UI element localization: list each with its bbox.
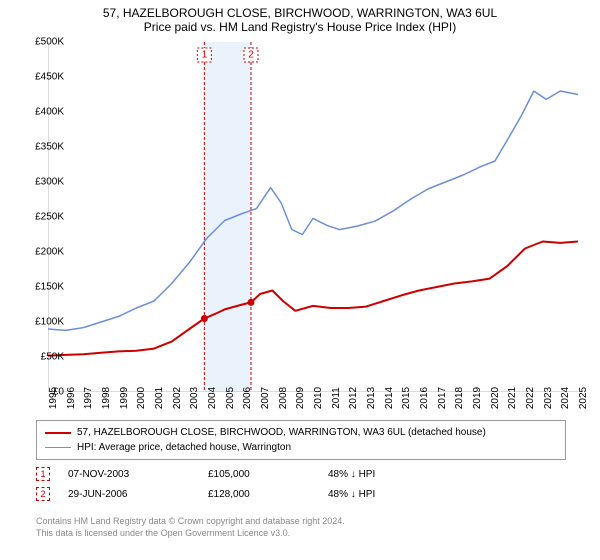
legend: 57, HAZELBOROUGH CLOSE, BIRCHWOOD, WARRI…	[36, 420, 566, 460]
x-tick-label: 2015	[401, 387, 412, 409]
legend-row: HPI: Average price, detached house, Warr…	[45, 440, 557, 455]
y-tick-label: £450K	[35, 72, 64, 83]
x-tick-label: 2002	[172, 387, 183, 409]
x-tick-label: 2019	[472, 387, 483, 409]
x-tick-label: 2017	[437, 387, 448, 409]
x-tick-label: 1995	[48, 387, 59, 409]
svg-text:2: 2	[248, 50, 254, 61]
x-tick-label: 2001	[154, 387, 165, 409]
x-tick-label: 2025	[578, 387, 589, 409]
y-tick-label: £150K	[35, 282, 64, 293]
transaction-table: 1 07-NOV-2003 £105,000 48% ↓ HPI 2 29-JU…	[36, 464, 566, 504]
x-tick-label: 2022	[525, 387, 536, 409]
tx-price: £105,000	[208, 469, 328, 480]
x-tick-label: 2020	[490, 387, 501, 409]
x-tick-label: 2012	[348, 387, 359, 409]
x-tick-label: 2005	[225, 387, 236, 409]
x-tick-label: 2000	[136, 387, 147, 409]
legend-swatch-price	[45, 432, 71, 434]
tx-date: 29-JUN-2006	[68, 489, 208, 500]
x-tick-label: 1997	[83, 387, 94, 409]
tx-date: 07-NOV-2003	[68, 469, 208, 480]
tx-marker-icon: 2	[36, 487, 50, 501]
x-tick-label: 2024	[560, 387, 571, 409]
x-tick-label: 2018	[454, 387, 465, 409]
x-tick-label: 2013	[366, 387, 377, 409]
svg-text:1: 1	[202, 50, 208, 61]
x-tick-label: 2023	[543, 387, 554, 409]
x-tick-label: 2003	[189, 387, 200, 409]
table-row: 2 29-JUN-2006 £128,000 48% ↓ HPI	[36, 484, 566, 504]
tx-price: £128,000	[208, 489, 328, 500]
y-tick-label: £250K	[35, 212, 64, 223]
x-tick-label: 2008	[278, 387, 289, 409]
y-tick-label: £400K	[35, 107, 64, 118]
y-tick-label: £350K	[35, 142, 64, 153]
legend-label: 57, HAZELBOROUGH CLOSE, BIRCHWOOD, WARRI…	[77, 425, 486, 440]
y-tick-label: £200K	[35, 247, 64, 258]
legend-label: HPI: Average price, detached house, Warr…	[77, 440, 291, 455]
footer-line: This data is licensed under the Open Gov…	[36, 528, 566, 540]
footer-line: Contains HM Land Registry data © Crown c…	[36, 516, 566, 528]
y-tick-label: £100K	[35, 317, 64, 328]
x-tick-label: 2004	[207, 387, 218, 409]
x-tick-label: 2014	[384, 387, 395, 409]
footer-attribution: Contains HM Land Registry data © Crown c…	[36, 516, 566, 539]
x-tick-label: 2016	[419, 387, 430, 409]
y-tick-label: £300K	[35, 177, 64, 188]
x-tick-label: 1998	[101, 387, 112, 409]
chart-title: 57, HAZELBOROUGH CLOSE, BIRCHWOOD, WARRI…	[0, 0, 600, 36]
x-tick-label: 2009	[295, 387, 306, 409]
chart-area: 12	[48, 42, 578, 392]
tx-marker-icon: 1	[36, 467, 50, 481]
legend-swatch-hpi	[45, 447, 71, 448]
x-tick-label: 2011	[331, 387, 342, 409]
title-line1: 57, HAZELBOROUGH CLOSE, BIRCHWOOD, WARRI…	[10, 6, 590, 20]
chart-svg: 12	[48, 42, 578, 392]
tx-delta: 48% ↓ HPI	[328, 489, 448, 500]
title-line2: Price paid vs. HM Land Registry's House …	[10, 20, 590, 34]
y-tick-label: £50K	[41, 352, 64, 363]
x-tick-label: 1996	[66, 387, 77, 409]
x-tick-label: 2021	[507, 387, 518, 409]
y-tick-label: £500K	[35, 37, 64, 48]
legend-row: 57, HAZELBOROUGH CLOSE, BIRCHWOOD, WARRI…	[45, 425, 557, 440]
x-tick-label: 2006	[242, 387, 253, 409]
x-tick-label: 2007	[260, 387, 271, 409]
x-tick-label: 2010	[313, 387, 324, 409]
tx-delta: 48% ↓ HPI	[328, 469, 448, 480]
x-tick-label: 1999	[119, 387, 130, 409]
table-row: 1 07-NOV-2003 £105,000 48% ↓ HPI	[36, 464, 566, 484]
